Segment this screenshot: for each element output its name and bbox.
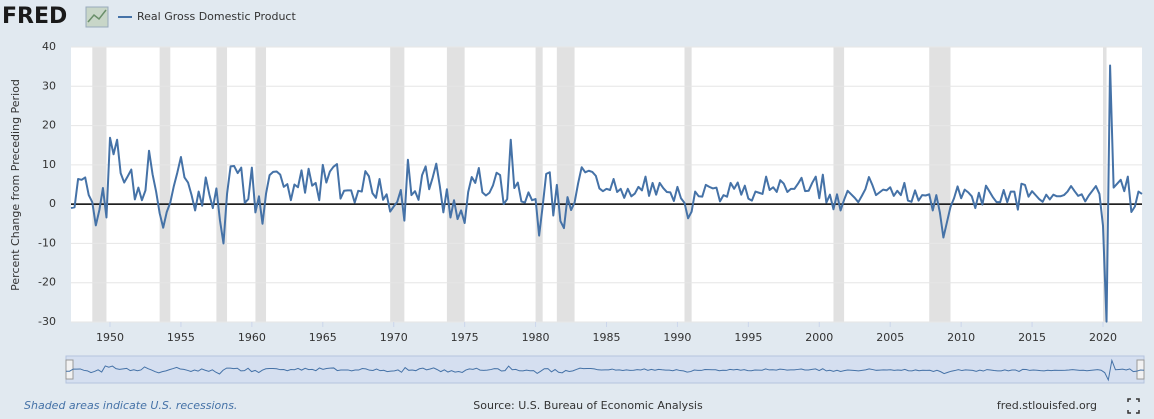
y-tick-label: -20 [38, 276, 56, 289]
logo[interactable]: FRED [2, 4, 67, 29]
y-tick-label: 0 [49, 197, 56, 210]
y-tick-label: -30 [38, 315, 56, 328]
x-tick-label: 1960 [238, 331, 266, 344]
x-tick-label: 2015 [1018, 331, 1046, 344]
recession-band [535, 47, 543, 322]
navigator-line [65, 358, 1145, 382]
navigator-handle[interactable] [1136, 359, 1145, 380]
y-tick-label: -10 [38, 236, 56, 249]
logo-icon-line [87, 9, 107, 23]
x-tick-label: 2010 [947, 331, 975, 344]
x-tick-label: 1985 [593, 331, 621, 344]
y-tick-label: 30 [42, 79, 56, 92]
recession-band [390, 47, 405, 322]
recession-band [92, 47, 107, 322]
x-tick-label: 1980 [522, 331, 550, 344]
recession-band [556, 47, 575, 322]
plot-area [71, 47, 1142, 322]
y-tick-label: 10 [42, 158, 56, 171]
x-tick-label: 1950 [96, 331, 124, 344]
x-tick-label: 1975 [451, 331, 479, 344]
x-tick-label: 2020 [1089, 331, 1117, 344]
x-tick-label: 1990 [663, 331, 691, 344]
recession-band [159, 47, 171, 322]
x-tick-label: 1955 [167, 331, 195, 344]
site[interactable]: fred.stlouisfed.org [997, 399, 1097, 412]
recession-band [833, 47, 845, 322]
x-tick-label: 2005 [876, 331, 904, 344]
x-tick-label: 1995 [734, 331, 762, 344]
recession-band [216, 47, 228, 322]
y-axis-label: Percent Change from Preceding Period [9, 79, 22, 291]
legend-label: Real Gross Domestic Product [137, 10, 296, 23]
fullscreen-icon[interactable] [1127, 398, 1140, 414]
x-tick-label: 1970 [380, 331, 408, 344]
y-tick-label: 20 [42, 119, 56, 132]
recession-band [929, 47, 951, 322]
series-line [70, 64, 1143, 323]
source: Source: U.S. Bureau of Economic Analysis [473, 399, 703, 412]
recession-band [684, 47, 692, 322]
y-tick-label: 40 [42, 40, 56, 53]
recession-band [446, 47, 465, 322]
x-tick-label: 2000 [805, 331, 833, 344]
recession-band [255, 47, 267, 322]
x-tick-label: 1965 [309, 331, 337, 344]
recession-band [1102, 47, 1107, 322]
recession-note: Shaded areas indicate U.S. recessions. [24, 399, 237, 412]
